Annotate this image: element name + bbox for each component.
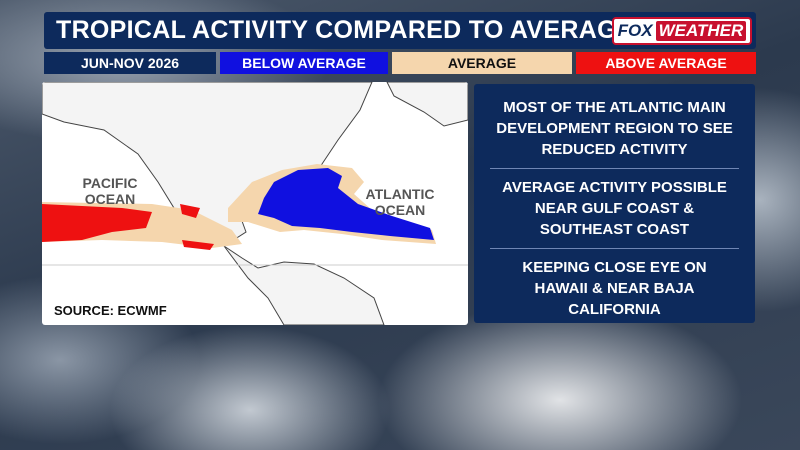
notes-panel: MOST OF THE ATLANTIC MAIN DEVELOPMENT RE… [474,84,755,323]
map-panel [42,82,468,325]
below-atlantic [258,168,434,240]
divider [490,248,739,249]
note: MOST OF THE ATLANTIC MAIN DEVELOPMENT RE… [496,99,733,158]
legend-above: ABOVE AVERAGE [576,52,756,74]
period: JUN-NOV 2026 [44,52,216,74]
pacific-label: PACIFIC OCEAN [82,175,138,207]
map [42,82,468,325]
greenland-europe [386,82,468,127]
source: SOURCE: ECWMF [54,303,167,318]
logo: FOX WEATHER [612,17,752,45]
logo-weather: WEATHER [655,21,747,41]
above-south [182,240,214,250]
atlantic-label: ATLANTIC OCEAN [365,186,435,218]
title: TROPICAL ACTIVITY COMPARED TO AVERAGE [56,16,634,44]
logo-fox: FOX [617,21,653,40]
legend-average: AVERAGE [392,52,572,74]
south-america [223,245,385,325]
note: KEEPING CLOSE EYE ON HAWAII & NEAR BAJA … [522,259,707,318]
above-mexico [180,204,200,218]
note: AVERAGE ACTIVITY POSSIBLE NEAR GULF COAS… [502,179,727,238]
legend-below: BELOW AVERAGE [220,52,388,74]
divider [490,168,739,169]
above-pacific [42,204,152,242]
